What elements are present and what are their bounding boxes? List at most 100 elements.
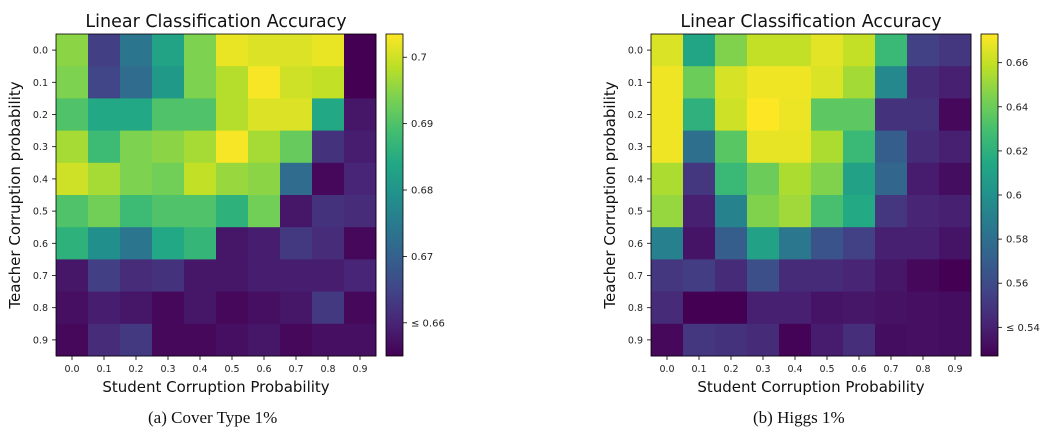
heatmap-cell-r9-c3 bbox=[747, 323, 780, 357]
heatmap-cell-r5-c0 bbox=[651, 195, 684, 228]
heatmap-cell-r8-c3 bbox=[747, 291, 780, 325]
y-tick-label-3: 0.3 bbox=[33, 142, 48, 153]
heatmap-cells bbox=[56, 34, 377, 357]
x-tick-label-7: 0.7 bbox=[288, 364, 303, 375]
y-tick-label-6: 0.6 bbox=[33, 239, 48, 250]
heatmap-panel-higgs: Linear Classification Accuracy 0.0 0.1 0.2 0… bbox=[595, 0, 1047, 436]
y-tick-label-2: 0.2 bbox=[33, 110, 48, 121]
heatmap-cell-r0-c3 bbox=[152, 34, 185, 67]
heatmap-cell-r7-c4 bbox=[779, 259, 812, 292]
heatmap-cell-r3-c4 bbox=[184, 130, 217, 164]
heatmap-cell-r5-c3 bbox=[152, 195, 185, 228]
y-tick-label-7: 0.7 bbox=[628, 271, 643, 282]
heatmap-cell-r8-c9 bbox=[344, 291, 377, 325]
heatmap-cell-r1-c4 bbox=[779, 66, 812, 99]
colorbar-tick-label-6: ≤ 0.54 bbox=[1006, 323, 1040, 334]
heatmap-cell-r9-c9 bbox=[939, 323, 972, 357]
heatmap-cell-r2-c5 bbox=[216, 98, 249, 131]
heatmap-cell-r6-c5 bbox=[216, 227, 249, 260]
heatmap-cell-r0-c3 bbox=[747, 34, 780, 67]
heatmap-cell-r3-c6 bbox=[248, 130, 281, 164]
heatmap-cell-r6-c1 bbox=[88, 227, 121, 260]
heatmap-cell-r7-c6 bbox=[248, 259, 281, 292]
heatmap-cell-r0-c8 bbox=[907, 34, 940, 67]
heatmap-cell-r9-c0 bbox=[651, 323, 684, 357]
heatmap-cell-r0-c0 bbox=[56, 34, 89, 67]
heatmap-cell-r4-c6 bbox=[248, 162, 281, 196]
heatmap-cell-r2-c1 bbox=[683, 98, 716, 131]
plot-frame bbox=[55, 33, 377, 357]
heatmap-cell-r1-c6 bbox=[248, 66, 281, 99]
heatmap-cell-r6-c7 bbox=[280, 227, 313, 260]
heatmap-cell-r5-c6 bbox=[248, 195, 281, 228]
heatmap-cell-r3-c2 bbox=[120, 130, 153, 164]
y-axis-label: Teacher Corruption probability bbox=[601, 81, 619, 309]
chart-title: Linear Classification Accuracy bbox=[85, 12, 346, 32]
y-tick-label-3: 0.3 bbox=[628, 142, 643, 153]
heatmap-chart-higgs: Linear Classification Accuracy 0.0 0.1 0.2 0… bbox=[601, 12, 1040, 396]
y-tick-label-7: 0.7 bbox=[33, 271, 48, 282]
heatmap-cell-r4-c2 bbox=[715, 162, 748, 196]
y-tick-label-8: 0.8 bbox=[33, 303, 48, 314]
heatmap-cell-r4-c7 bbox=[875, 162, 908, 196]
colorbar-tick-label-4: 0.58 bbox=[1006, 235, 1028, 246]
y-tick-label-5: 0.5 bbox=[33, 207, 48, 218]
heatmap-cell-r7-c0 bbox=[651, 259, 684, 292]
heatmap-cell-r7-c5 bbox=[216, 259, 249, 292]
heatmap-cell-r8-c7 bbox=[875, 291, 908, 325]
heatmap-cell-r3-c4 bbox=[779, 130, 812, 164]
heatmap-cell-r7-c9 bbox=[344, 259, 377, 292]
heatmap-cell-r9-c1 bbox=[88, 323, 121, 357]
y-tick-label-9: 0.9 bbox=[33, 335, 48, 346]
heatmap-cell-r0-c2 bbox=[715, 34, 748, 67]
heatmap-cell-r3-c3 bbox=[152, 130, 185, 164]
heatmap-cell-r9-c9 bbox=[344, 323, 377, 357]
x-tick-label-8: 0.8 bbox=[320, 364, 335, 375]
heatmap-cell-r0-c9 bbox=[344, 34, 377, 67]
heatmap-cell-r9-c6 bbox=[248, 323, 281, 357]
heatmap-cells bbox=[651, 34, 972, 357]
heatmap-cell-r4-c3 bbox=[747, 162, 780, 196]
x-tick-label-7: 0.7 bbox=[883, 364, 898, 375]
heatmap-cell-r2-c4 bbox=[779, 98, 812, 131]
heatmap-cell-r8-c8 bbox=[907, 291, 940, 325]
heatmap-cell-r1-c1 bbox=[683, 66, 716, 99]
heatmap-cell-r9-c4 bbox=[184, 323, 217, 357]
heatmap-panel-cover-type: Linear Classification Accuracy 0.0 0.1 0.2 0… bbox=[0, 0, 523, 436]
x-tick-label-4: 0.4 bbox=[192, 364, 207, 375]
heatmap-cell-r2-c0 bbox=[651, 98, 684, 131]
heatmap-cell-r3-c8 bbox=[312, 130, 345, 164]
heatmap-cell-r5-c1 bbox=[88, 195, 121, 228]
heatmap-cell-r0-c5 bbox=[216, 34, 249, 67]
heatmap-cell-r5-c9 bbox=[939, 195, 972, 228]
heatmap-cell-r1-c7 bbox=[875, 66, 908, 99]
heatmap-cell-r6-c0 bbox=[651, 227, 684, 260]
heatmap-cell-r9-c3 bbox=[152, 323, 185, 357]
heatmap-cell-r3-c9 bbox=[344, 130, 377, 164]
heatmap-cell-r2-c0 bbox=[56, 98, 89, 131]
heatmap-cell-r9-c2 bbox=[715, 323, 748, 357]
heatmap-cell-r7-c1 bbox=[88, 259, 121, 292]
heatmap-cell-r2-c1 bbox=[88, 98, 121, 131]
heatmap-cell-r0-c6 bbox=[843, 34, 876, 67]
heatmap-cell-r8-c3 bbox=[152, 291, 185, 325]
y-tick-label-4: 0.4 bbox=[33, 174, 48, 185]
y-tick-label-9: 0.9 bbox=[628, 335, 643, 346]
heatmap-cell-r6-c6 bbox=[248, 227, 281, 260]
heatmap-cell-r2-c7 bbox=[875, 98, 908, 131]
heatmap-cell-r9-c5 bbox=[216, 323, 249, 357]
heatmap-cell-r0-c7 bbox=[875, 34, 908, 67]
heatmap-cell-r3-c7 bbox=[875, 130, 908, 164]
heatmap-cell-r7-c5 bbox=[811, 259, 844, 292]
y-tick-label-1: 0.1 bbox=[33, 78, 48, 89]
heatmap-cell-r1-c2 bbox=[120, 66, 153, 99]
heatmap-cell-r8-c5 bbox=[216, 291, 249, 325]
x-tick-label-0: 0.0 bbox=[659, 364, 674, 375]
colorbar-tick-label-1: 0.69 bbox=[411, 119, 433, 130]
heatmap-cell-r4-c8 bbox=[312, 162, 345, 196]
heatmap-cell-r4-c9 bbox=[939, 162, 972, 196]
heatmap-cell-r6-c3 bbox=[747, 227, 780, 260]
heatmap-cell-r8-c9 bbox=[939, 291, 972, 325]
heatmap-cell-r5-c0 bbox=[56, 195, 89, 228]
heatmap-cell-r6-c1 bbox=[683, 227, 716, 260]
